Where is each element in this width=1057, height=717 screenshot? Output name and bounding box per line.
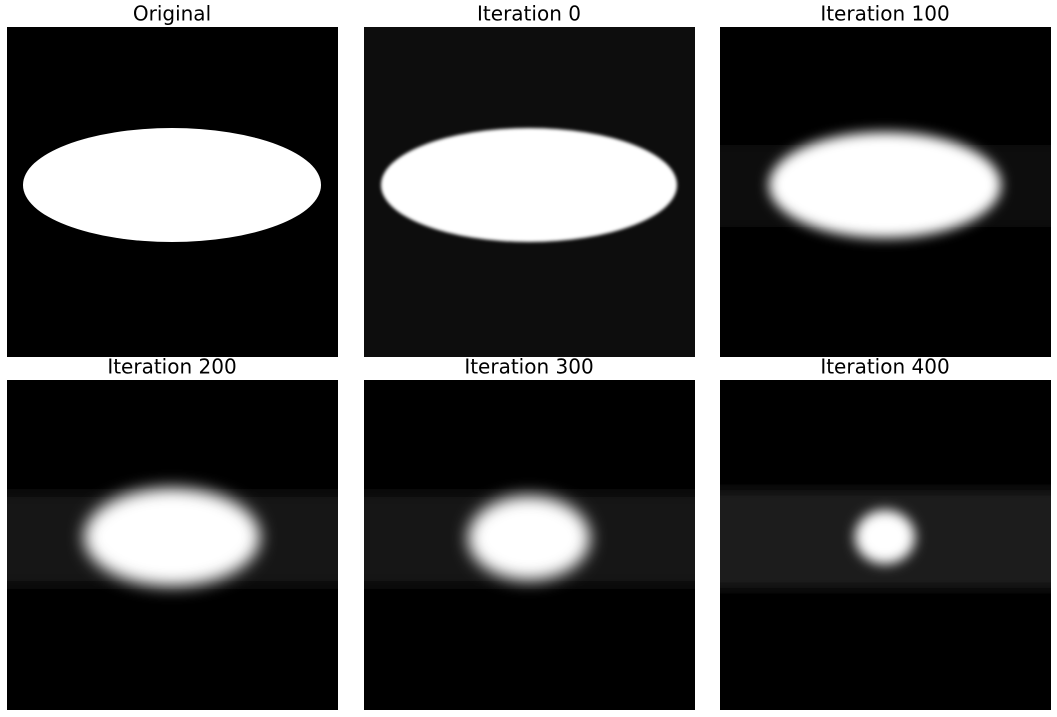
panel-image [364, 380, 695, 710]
panel-title: Original [133, 2, 211, 26]
panel-image [7, 380, 338, 710]
panel-title: Iteration 300 [464, 355, 593, 379]
panel-image [720, 27, 1051, 357]
panel-title: Iteration 200 [107, 355, 236, 379]
panel-image [364, 27, 695, 357]
panel-title: Iteration 100 [820, 2, 949, 26]
panel-image [720, 380, 1051, 710]
panel-image [7, 27, 338, 357]
panel-title: Iteration 400 [820, 355, 949, 379]
panel-title: Iteration 0 [477, 2, 581, 26]
